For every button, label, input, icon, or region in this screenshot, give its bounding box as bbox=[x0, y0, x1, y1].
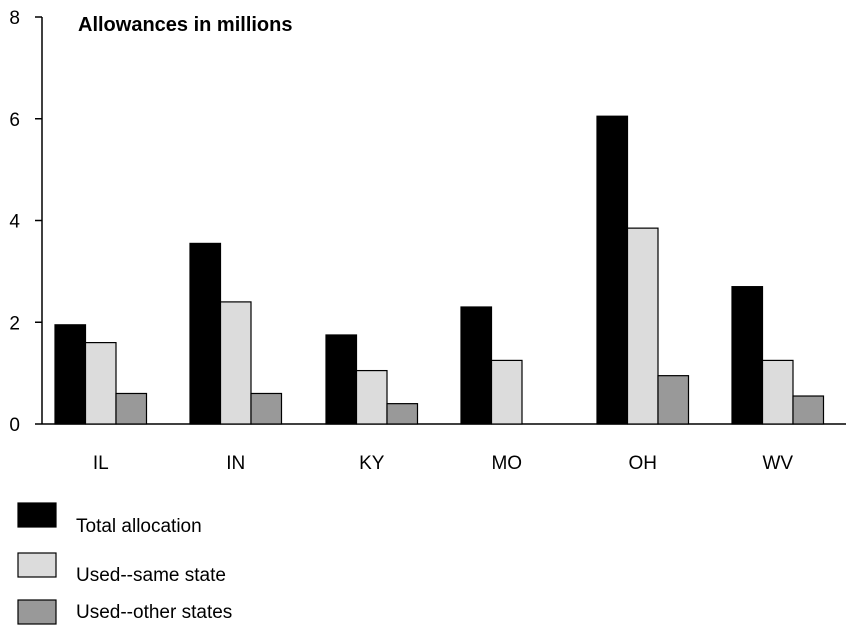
y-tick-label: 0 bbox=[9, 415, 20, 436]
bar-in-series-2 bbox=[250, 392, 283, 425]
bar-wv-series-1 bbox=[761, 359, 794, 425]
legend-swatch bbox=[17, 502, 57, 528]
legend-label: Used--same state bbox=[76, 565, 226, 586]
bar-oh-series-1 bbox=[626, 227, 659, 425]
legend-swatch bbox=[17, 552, 57, 578]
x-tick-label: MO bbox=[491, 453, 522, 474]
bar-oh-series-2 bbox=[657, 375, 690, 425]
legend-label: Used--other states bbox=[76, 602, 232, 623]
bar-ky-series-2 bbox=[386, 403, 419, 425]
legend-label: Total allocation bbox=[76, 516, 202, 537]
bar-ky-series-0 bbox=[325, 334, 358, 425]
y-axis-ticks: 0 2 4 6 8 bbox=[9, 8, 42, 436]
chart-title: Allowances in millions bbox=[78, 14, 293, 36]
legend: Total allocation Used--same state Used--ot… bbox=[17, 502, 232, 625]
legend-swatch bbox=[17, 599, 57, 625]
x-tick-label: WV bbox=[762, 453, 793, 474]
bar-il-series-2 bbox=[115, 392, 148, 425]
category-labels: IL IN KY MO OH WV bbox=[93, 453, 794, 474]
bar-il-series-0 bbox=[54, 324, 87, 425]
bar-il-series-1 bbox=[84, 342, 117, 425]
x-tick-label: OH bbox=[629, 453, 658, 474]
x-tick-label: KY bbox=[359, 453, 385, 474]
y-tick-label: 4 bbox=[9, 212, 20, 233]
y-tick-label: 2 bbox=[9, 313, 20, 334]
x-tick-label: IN bbox=[226, 453, 245, 474]
x-tick-label: IL bbox=[93, 453, 109, 474]
bars-group bbox=[54, 115, 825, 425]
y-tick-label: 8 bbox=[9, 8, 20, 29]
y-tick-label: 6 bbox=[9, 110, 20, 131]
bar-in-series-1 bbox=[219, 301, 252, 425]
bar-mo-series-1 bbox=[490, 359, 523, 425]
bar-in-series-0 bbox=[189, 242, 222, 425]
bar-wv-series-2 bbox=[792, 395, 825, 425]
bar-oh-series-0 bbox=[596, 115, 629, 425]
bar-mo-series-0 bbox=[460, 306, 493, 425]
bar-ky-series-1 bbox=[355, 369, 388, 425]
bar-wv-series-0 bbox=[731, 286, 764, 425]
